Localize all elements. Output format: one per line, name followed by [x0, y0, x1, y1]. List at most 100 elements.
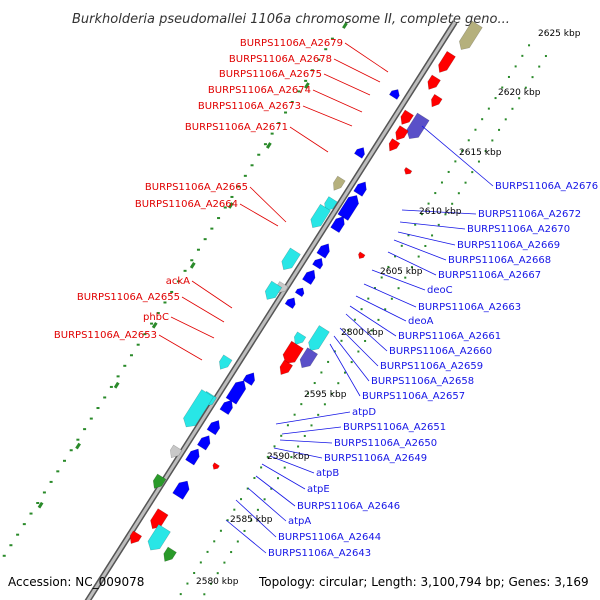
gene-label[interactable]: atpD — [352, 407, 376, 418]
gene-feature[interactable] — [305, 325, 330, 354]
gene-feature[interactable] — [211, 462, 220, 471]
gene-feature[interactable] — [242, 370, 258, 386]
gene-feature[interactable] — [357, 251, 366, 260]
gene-label[interactable]: ackA — [166, 276, 190, 287]
tick-dot — [310, 69, 314, 72]
gene-feature[interactable] — [145, 524, 171, 553]
gene-label[interactable]: BURPS1106A_A2646 — [297, 501, 400, 512]
gene-feature[interactable] — [312, 256, 325, 270]
tick-dot — [434, 192, 437, 195]
gene-feature[interactable] — [330, 214, 348, 234]
gene-feature[interactable] — [127, 530, 143, 546]
gene-feature[interactable] — [425, 74, 441, 92]
gene-label[interactable]: BURPS1106A_A2674 — [208, 85, 311, 96]
label-connector — [333, 335, 370, 382]
gene-label[interactable]: BURPS1106A_A2661 — [398, 331, 501, 342]
gene-label[interactable]: BURPS1106A_A2651 — [343, 422, 446, 433]
gene-feature[interactable] — [398, 109, 414, 127]
gene-feature[interactable] — [277, 359, 294, 377]
gene-label[interactable]: BURPS1106A_A2670 — [467, 224, 570, 235]
gene-feature[interactable] — [337, 192, 362, 221]
gene-feature[interactable] — [403, 112, 430, 142]
gene-feature[interactable] — [147, 508, 169, 532]
gene-label[interactable]: BURPS1106A_A2653 — [54, 330, 157, 341]
gene-label[interactable]: BURPS1106A_A2657 — [362, 391, 465, 402]
gene-label[interactable]: BURPS1106A_A2664 — [135, 199, 238, 210]
gene-label[interactable]: BURPS1106A_A2675 — [219, 69, 322, 80]
gene-label[interactable]: BURPS1106A_A2649 — [324, 453, 427, 464]
gene-label[interactable]: BURPS1106A_A2655 — [77, 292, 180, 303]
gene-feature[interactable] — [291, 331, 307, 347]
tick-dot — [217, 217, 221, 220]
gene-feature[interactable] — [280, 340, 304, 367]
gene-feature[interactable] — [308, 203, 331, 231]
gene-feature[interactable] — [180, 389, 214, 430]
gene-label[interactable]: BURPS1106A_A2659 — [380, 361, 483, 372]
gene-feature[interactable] — [353, 179, 370, 197]
gene-label[interactable]: deoC — [427, 285, 453, 296]
gene-label[interactable]: BURPS1106A_A2672 — [478, 209, 581, 220]
gene-feature[interactable] — [216, 354, 233, 372]
gene-label[interactable]: BURPS1106A_A2663 — [418, 302, 521, 313]
gene-label[interactable]: BURPS1106A_A2658 — [371, 376, 474, 387]
gene-feature[interactable] — [302, 267, 318, 285]
gene-label[interactable]: phbC — [143, 312, 169, 323]
gene-feature[interactable] — [225, 378, 249, 405]
tick-dot — [210, 582, 213, 585]
gene-label[interactable]: BURPS1106A_A2669 — [457, 240, 560, 251]
gene-label[interactable]: BURPS1106A_A2665 — [145, 182, 248, 193]
gene-label[interactable]: deoA — [408, 316, 434, 327]
gene-label[interactable]: BURPS1106A_A2671 — [185, 122, 288, 133]
gene-feature[interactable] — [262, 280, 283, 303]
gene-feature[interactable] — [428, 93, 443, 109]
gene-feature[interactable] — [219, 397, 236, 416]
gene-label[interactable]: BURPS1106A_A2676 — [495, 181, 598, 192]
tick-dot — [300, 403, 303, 406]
gene-label[interactable]: atpB — [316, 468, 339, 479]
tick-dot — [343, 371, 346, 374]
gene-feature[interactable] — [392, 125, 409, 143]
gene-feature[interactable] — [150, 473, 167, 491]
gene-label[interactable]: BURPS1106A_A2660 — [389, 346, 492, 357]
gene-feature[interactable] — [389, 87, 401, 100]
gene-label[interactable]: BURPS1106A_A2644 — [278, 532, 381, 543]
gene-feature[interactable] — [172, 478, 193, 500]
gene-label[interactable]: atpA — [288, 516, 311, 527]
tick-dot — [397, 287, 400, 290]
gene-feature[interactable] — [284, 295, 298, 309]
gene-label[interactable]: BURPS1106A_A2679 — [240, 38, 343, 49]
gene-label[interactable]: atpE — [307, 484, 330, 495]
gene-feature[interactable] — [435, 50, 456, 75]
gene-feature[interactable] — [167, 444, 183, 460]
gene-feature[interactable] — [161, 546, 177, 564]
label-connector — [239, 203, 279, 227]
gene-feature[interactable] — [206, 418, 223, 436]
gene-feature[interactable] — [279, 247, 301, 273]
gene-label[interactable]: BURPS1106A_A2668 — [448, 255, 551, 266]
gene-feature[interactable] — [403, 167, 413, 176]
gene-feature[interactable] — [185, 446, 202, 466]
gene-feature[interactable] — [294, 286, 306, 298]
tick-dot — [380, 276, 383, 279]
gene-feature[interactable] — [353, 145, 367, 159]
label-connector — [339, 327, 379, 367]
gene-feature[interactable] — [197, 433, 213, 451]
gene-label[interactable]: BURPS1106A_A2643 — [268, 548, 371, 559]
tick-dot — [431, 234, 434, 237]
tick-dot — [487, 107, 490, 110]
tick-dot — [320, 371, 323, 374]
gene-feature[interactable] — [456, 20, 483, 53]
gene-label[interactable]: BURPS1106A_A2650 — [334, 438, 437, 449]
gene-label[interactable]: BURPS1106A_A2673 — [198, 101, 301, 112]
gene-feature[interactable] — [330, 175, 346, 193]
gene-label[interactable]: BURPS1106A_A2667 — [438, 270, 541, 281]
label-connector — [355, 295, 407, 322]
gene-feature[interactable] — [316, 241, 333, 259]
gene-feature[interactable] — [386, 138, 401, 154]
gene-label[interactable]: BURPS1106A_A2678 — [229, 54, 332, 65]
tick-dot — [477, 160, 480, 163]
accession-text: Accession: NC_009078 — [8, 575, 144, 589]
tick-dot — [136, 343, 140, 346]
gene-feature[interactable] — [297, 347, 319, 371]
tick-dot — [324, 48, 328, 51]
